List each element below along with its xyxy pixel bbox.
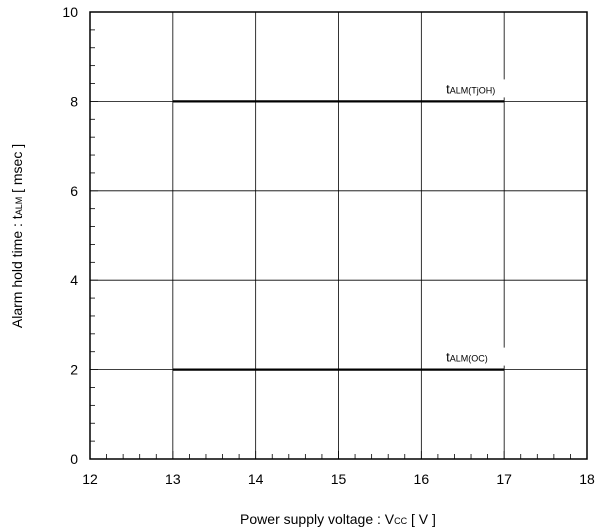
x-axis-title: Power supply voltage : VCC [ V ]	[240, 511, 436, 527]
series-label: tALM(TjOH)	[446, 81, 495, 96]
y-tick-label: 2	[70, 362, 78, 378]
plot-frame	[89, 11, 588, 460]
x-tick-label: 16	[414, 471, 430, 487]
series-label-gap	[502, 347, 507, 366]
grid-lines	[90, 12, 587, 459]
series-lines: tALM(TjOH) tALM(OC)	[172, 79, 507, 371]
y-tick-label: 10	[62, 4, 78, 20]
x-tick-label: 14	[248, 471, 264, 487]
x-tick-label: 18	[579, 471, 595, 487]
x-tick-label: 13	[165, 471, 181, 487]
minor-ticks	[89, 11, 588, 460]
x-tick-label: 17	[496, 471, 512, 487]
y-tick-label: 8	[70, 93, 78, 109]
series-label: tALM(OC)	[446, 350, 488, 365]
y-tick-label: 4	[70, 272, 78, 288]
x-tick-label: 12	[82, 471, 98, 487]
series-label-gap	[502, 79, 507, 98]
y-axis-title: Alarm hold time : tALM [ msec ]	[9, 144, 25, 328]
y-tick-label: 0	[70, 451, 78, 467]
tick-labels: 12 13 14 15 16 17 18 0 2 4 6 8 10	[62, 4, 595, 487]
y-tick-label: 6	[70, 183, 78, 199]
x-tick-label: 15	[331, 471, 347, 487]
